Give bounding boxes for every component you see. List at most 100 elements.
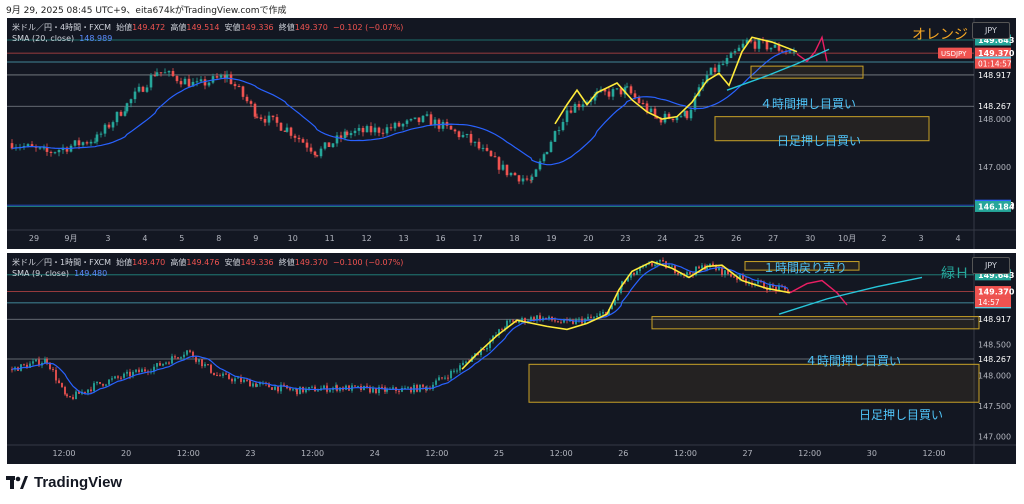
candle <box>497 157 501 170</box>
candle <box>425 114 429 116</box>
pink-projection-line <box>796 35 828 63</box>
candle <box>237 86 241 88</box>
candle <box>602 312 604 314</box>
candle <box>763 281 765 289</box>
candle <box>323 385 325 389</box>
candle <box>111 122 115 128</box>
price-level-label: 148.917 <box>978 315 1011 324</box>
price-tag-label: 149.643 <box>978 36 1014 45</box>
candle <box>305 388 307 393</box>
candle <box>105 384 107 386</box>
candle <box>249 101 253 104</box>
x-tick-label: 12:00 <box>550 449 573 458</box>
x-tick-label: 3 <box>918 234 923 243</box>
candle <box>349 133 353 136</box>
candle <box>35 359 37 362</box>
candle <box>517 175 521 182</box>
price-tag <box>975 269 1011 281</box>
zone-box <box>651 316 980 330</box>
candle <box>787 289 789 294</box>
candle <box>357 386 359 388</box>
candle <box>117 376 119 378</box>
candle <box>548 316 550 319</box>
candle <box>462 362 464 366</box>
price-tag-label: 149.370 <box>978 49 1015 58</box>
candle <box>504 327 506 330</box>
candle <box>159 72 163 74</box>
candle <box>253 103 257 117</box>
candle <box>275 117 279 123</box>
candle <box>343 131 347 139</box>
x-tick-label: 17 <box>472 234 482 243</box>
x-tick-label: 19 <box>546 234 556 243</box>
x-tick-label: 10月 <box>838 234 856 243</box>
candle <box>133 91 137 100</box>
candle <box>372 387 374 393</box>
sma-line <box>11 48 795 166</box>
candle <box>501 164 505 170</box>
candle <box>405 120 409 124</box>
candle <box>745 40 749 44</box>
candle <box>323 142 327 149</box>
candle <box>457 131 461 138</box>
candle <box>84 391 86 393</box>
candle <box>619 88 623 95</box>
candle <box>611 89 615 97</box>
candle <box>477 353 479 356</box>
candle <box>554 320 556 322</box>
candle <box>453 370 455 372</box>
candle <box>345 131 349 136</box>
candle <box>689 109 693 119</box>
candle <box>49 362 51 370</box>
chart-4h-svg[interactable]: 148.000147.000149.643149.370149.185148.9… <box>7 18 1016 249</box>
currency-button[interactable]: JPY <box>972 257 1010 274</box>
candle <box>718 267 720 271</box>
sma-line <box>11 263 789 395</box>
annotation-4h-buy: ４時間押し目買い <box>760 97 857 111</box>
candle <box>465 361 467 363</box>
candle <box>280 384 282 392</box>
candle <box>444 377 446 379</box>
annotation-daily-buy: 日足押し目買い <box>777 134 862 148</box>
candle <box>125 103 129 112</box>
candle <box>736 277 738 280</box>
candle <box>573 104 577 113</box>
candle <box>521 318 523 321</box>
candle <box>506 320 508 328</box>
candle <box>717 64 721 73</box>
legend-high: 149.514 <box>186 23 220 32</box>
candle <box>378 386 380 393</box>
candle <box>229 74 233 85</box>
candle <box>339 135 343 139</box>
candle <box>397 122 401 127</box>
candle <box>53 152 57 154</box>
x-tick-label: 5 <box>179 234 184 243</box>
candle <box>641 102 645 104</box>
candle <box>651 263 653 266</box>
x-tick-label: 8 <box>216 234 221 243</box>
legend-4h: 米ドル／円・4時間・FXCM 始値149.472 高値149.514 安値149… <box>12 23 404 32</box>
chart-1h-svg[interactable]: 148.500 148.000 147.500 147.000 149.643 149.3… <box>7 253 1016 464</box>
candle <box>416 384 418 392</box>
candle <box>724 270 726 275</box>
candle <box>183 78 187 85</box>
candle <box>255 383 257 387</box>
candle <box>90 389 92 392</box>
candle <box>713 67 717 73</box>
candle <box>95 134 99 142</box>
candle <box>689 272 691 274</box>
currency-button[interactable]: JPY <box>972 22 1010 39</box>
chart-4h-panel[interactable]: 148.000147.000149.643149.370149.185148.9… <box>7 18 1016 249</box>
candle <box>419 384 421 392</box>
candle <box>645 264 647 267</box>
candle <box>493 156 497 158</box>
candle <box>195 357 197 362</box>
candle <box>739 274 741 280</box>
candle <box>223 75 227 79</box>
x-tick-label: 11 <box>325 234 335 243</box>
candle <box>75 391 77 400</box>
candle <box>373 127 377 133</box>
candle <box>237 377 239 379</box>
candle <box>308 387 310 389</box>
chart-1h-panel[interactable]: 148.500 148.000 147.500 147.000 149.643 149.3… <box>7 253 1016 464</box>
